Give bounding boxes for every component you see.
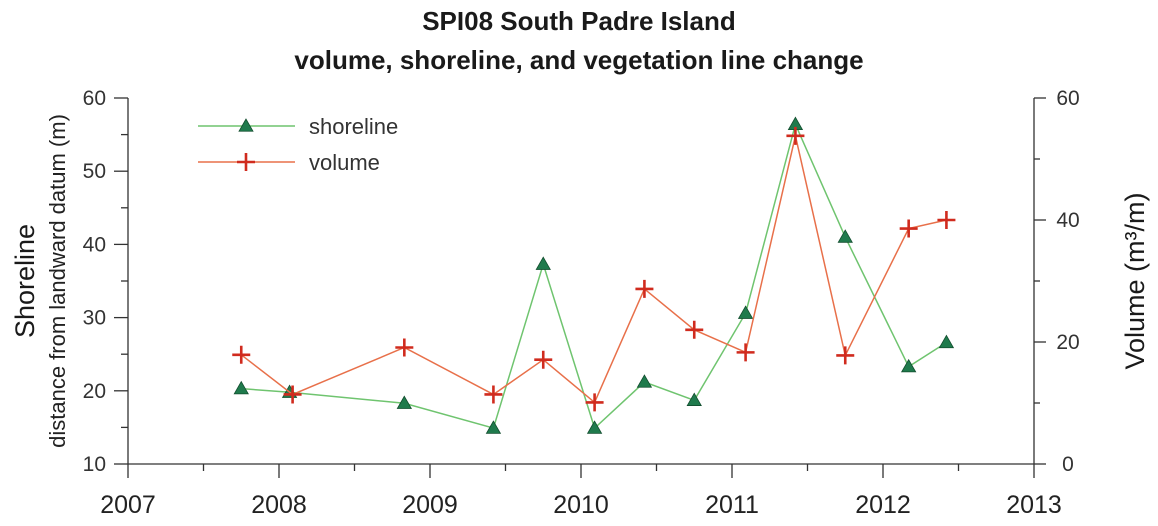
shoreline-point [636, 374, 653, 388]
shoreline-point [737, 305, 754, 319]
shoreline-point [485, 420, 502, 434]
volume-point [283, 385, 302, 404]
right-axis-label: Volume (m³/m) [1120, 192, 1150, 369]
legend-item-volume: volume [198, 150, 380, 175]
chart-title-line-2: volume, shoreline, and vegetation line c… [294, 45, 863, 75]
volume-point [534, 350, 553, 369]
left-tick-label: 50 [83, 160, 106, 183]
volume-point [395, 338, 414, 357]
right-tick-label: 0 [1062, 453, 1074, 476]
shoreline-point [396, 395, 413, 409]
legend-label: volume [309, 150, 380, 175]
volume-point [836, 346, 855, 365]
left-tick-label: 20 [83, 380, 106, 403]
x-tick-label: 2010 [553, 491, 609, 519]
left-tick-label: 40 [83, 233, 106, 256]
volume-point [937, 211, 956, 229]
left-tick-label: 30 [83, 307, 106, 330]
left-tick-label: 10 [83, 453, 106, 476]
chart-title-line-1: SPI08 South Padre Island [422, 6, 736, 36]
shoreline-point [837, 229, 853, 243]
left-axis-label: Shoreline [10, 224, 40, 338]
x-tick-label: 2012 [855, 491, 911, 519]
legend-marker [238, 118, 254, 132]
legend-marker [237, 153, 255, 171]
shoreline-point [535, 256, 551, 270]
right-tick-label: 40 [1056, 209, 1079, 232]
right-tick-label: 20 [1056, 331, 1079, 354]
volume-point [736, 343, 755, 362]
x-tick-label: 2007 [100, 491, 156, 519]
x-tick-label: 2009 [402, 491, 458, 519]
x-tick-label: 2011 [705, 491, 759, 519]
left-axis-sublabel: distance from landward datum (m) [45, 114, 70, 448]
series-volume [232, 126, 956, 412]
volume-point [484, 385, 503, 404]
axes: 10 20 30 40 50 60 0 20 40 60 2007 2008 2009 2010 2011 2… [83, 87, 1080, 519]
volume-point [786, 126, 805, 145]
shoreline-point [938, 334, 955, 349]
shoreline-point [900, 358, 917, 373]
x-tick-label: 2013 [1006, 491, 1062, 519]
left-tick-label: 60 [83, 87, 106, 110]
volume-point [232, 345, 251, 364]
volume-line [240, 135, 947, 404]
volume-point [899, 219, 918, 238]
shoreline-point [686, 392, 702, 406]
legend-label: shoreline [309, 114, 398, 139]
volume-point [585, 393, 604, 412]
volume-point [685, 320, 704, 339]
volume-point [635, 279, 654, 298]
legend-item-shoreline: shoreline [198, 114, 398, 139]
shoreline-point [586, 420, 603, 434]
shoreline-point [233, 380, 249, 395]
x-tick-label: 2008 [251, 491, 307, 519]
right-tick-label: 60 [1056, 87, 1079, 110]
legend: shoreline volume [198, 114, 398, 175]
series-layer [232, 116, 956, 434]
